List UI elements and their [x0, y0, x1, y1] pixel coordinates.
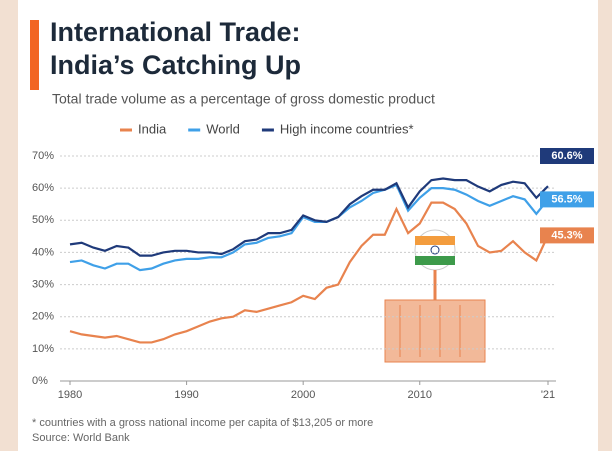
y-tick-label: 40%: [32, 246, 54, 258]
chart-title: International Trade:: [50, 17, 301, 47]
y-tick-label: 20%: [32, 311, 54, 323]
line-series: [69, 201, 549, 344]
card: [18, 0, 598, 451]
value-label-box: [540, 191, 594, 208]
y-tick-label: 60%: [32, 182, 54, 194]
y-tick-label: 70%: [32, 150, 54, 162]
x-tick-label: 2010: [408, 389, 432, 401]
value-label-box: [540, 227, 594, 244]
y-tick-label: 10%: [32, 343, 54, 355]
chart-subtitle: Total trade volume as a percentage of gr…: [52, 91, 435, 107]
value-label: 56.5%: [551, 193, 582, 205]
footnote: * countries with a gross national income…: [32, 417, 373, 429]
value-label: 60.6%: [551, 150, 582, 162]
legend-label: World: [206, 121, 240, 136]
x-tick-label: 1980: [58, 389, 82, 401]
value-label: 45.3%: [551, 229, 582, 241]
y-tick-label: 30%: [32, 278, 54, 290]
source: Source: World Bank: [32, 432, 130, 444]
line-series: [69, 183, 549, 272]
chart-title: India’s Catching Up: [50, 50, 301, 80]
y-tick-label: 50%: [32, 214, 54, 226]
x-tick-label: '21: [541, 389, 555, 401]
title-accent: [30, 20, 39, 90]
illustration: [384, 229, 486, 363]
line-series: [69, 177, 549, 257]
y-tick-label: 0%: [32, 375, 48, 387]
legend-label: High income countries*: [280, 121, 414, 136]
legend-label: India: [138, 121, 167, 136]
x-tick-label: 1990: [174, 389, 198, 401]
value-label-box: [540, 148, 594, 164]
x-tick-label: 2000: [291, 389, 315, 401]
